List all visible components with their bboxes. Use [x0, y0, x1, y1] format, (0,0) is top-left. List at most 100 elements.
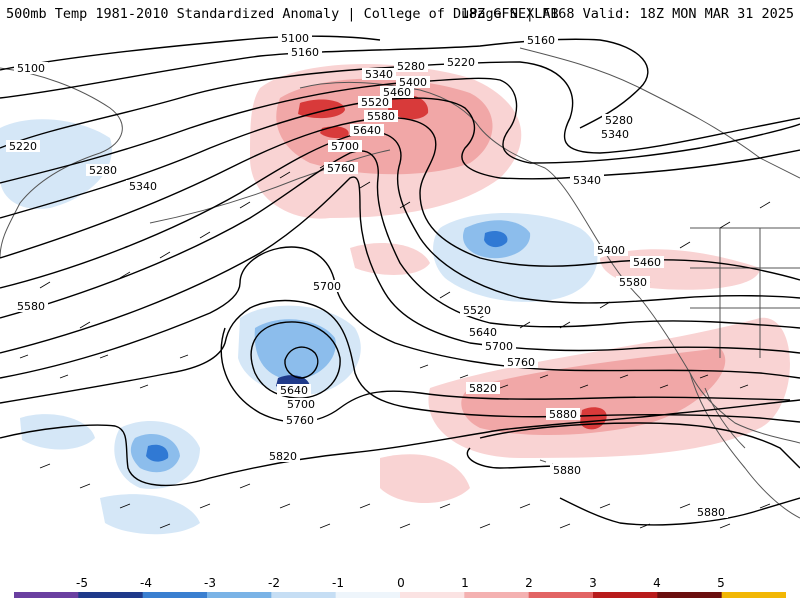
legend-tick-3: 3: [589, 576, 597, 590]
warm-anomaly-core-2: [388, 94, 429, 120]
height-contours: [0, 35, 800, 526]
contour-label-5520-b: 5520: [463, 304, 491, 317]
contour-5460: [0, 131, 800, 304]
colorbar-cell: [528, 592, 594, 598]
weather-map[interactable]: 5100 5100 5160 5160 5220 5220 5280 5280 …: [0, 28, 800, 576]
contour-label-5700-c: 5700: [485, 340, 513, 353]
contour-5640-closed: [284, 346, 319, 379]
legend-tick-minus3: -3: [204, 576, 216, 590]
contour-label-5700-d: 5700: [287, 398, 315, 411]
contour-label-5640-c: 5640: [280, 384, 308, 397]
contour-label-5280-a: 5280: [397, 60, 425, 73]
contour-label-5100-b: 5100: [17, 62, 45, 75]
contour-5580: [0, 176, 800, 354]
contour-5280: [0, 77, 800, 184]
contour-5520: [0, 150, 800, 329]
warm-anomaly-core-1: [298, 99, 345, 119]
legend-tick-0: 0: [397, 576, 405, 590]
warm-anomaly-scatter-1: [350, 243, 430, 275]
contour-label-5820-b: 5820: [269, 450, 297, 463]
contour-label-5340-a: 5340: [365, 68, 393, 81]
contour-label-5760-b: 5760: [507, 356, 535, 369]
contour-label-5580-b: 5580: [17, 300, 45, 313]
map-header: 500mb Temp 1981-2010 Standardized Anomal…: [0, 0, 800, 28]
warm-anomaly-scatter-3: [380, 454, 470, 503]
colorbar-cell: [271, 592, 337, 598]
colorbar-cell: [400, 592, 465, 598]
cold-anomaly-south: [100, 494, 200, 535]
colorbar-cell: [142, 592, 208, 598]
contour-label-5400-b: 5400: [597, 244, 625, 257]
contour-5640: [0, 246, 800, 379]
contour-label-5760-a: 5760: [327, 162, 355, 175]
contour-labels: 5100 5100 5160 5160 5220 5220 5280 5280 …: [6, 32, 728, 519]
contour-label-5340-c: 5340: [573, 174, 601, 187]
contour-label-5460-a: 5460: [383, 86, 411, 99]
coastline-alaska: [299, 81, 641, 299]
contour-label-5280-c: 5280: [605, 114, 633, 127]
coastline-mexico: [689, 372, 800, 519]
colorbar-cell: [464, 592, 530, 598]
contour-label-5160-b: 5160: [527, 34, 555, 47]
anomaly-legend: -5 -4 -3 -2 -1 0 1 2 3 4 5: [0, 576, 800, 600]
contour-5760: [220, 327, 791, 423]
contour-label-5700-b: 5700: [313, 280, 341, 293]
coastline-west-coast: [639, 297, 800, 444]
colorbar-cell: [78, 592, 144, 598]
legend-tick-2: 2: [525, 576, 533, 590]
contour-label-5520-a: 5520: [361, 96, 389, 109]
contour-label-5880-a: 5880: [549, 408, 577, 421]
contour-label-5640-b: 5640: [469, 326, 497, 339]
legend-tick-1: 1: [461, 576, 469, 590]
state-borders: [690, 227, 800, 358]
contour-label-5820-a: 5820: [469, 382, 497, 395]
product-title: 500mb Temp 1981-2010 Standardized Anomal…: [6, 6, 559, 22]
cold-anomaly-central-mid: [254, 319, 336, 380]
colorbar-cell: [721, 592, 786, 598]
legend-tick-minus5: -5: [76, 576, 88, 590]
model-valid-time: 18Z GFS | F168 Valid: 18Z MON MAR 31 202…: [460, 6, 794, 22]
cold-anomaly-gulf-core: [484, 231, 508, 248]
cold-anomaly-west-core: [146, 444, 169, 462]
warm-anomaly-core-3: [320, 126, 349, 139]
legend-tick-minus1: -1: [332, 576, 344, 590]
coastline-aleutians: [149, 149, 391, 224]
legend-tick-minus2: -2: [268, 576, 280, 590]
contour-label-5100-a: 5100: [281, 32, 309, 45]
contour-5160: [0, 38, 649, 129]
coastline-canada: [519, 47, 800, 179]
contour-5880: [466, 422, 800, 469]
contour-label-5880-c: 5880: [697, 506, 725, 519]
contour-label-5700-a: 5700: [331, 140, 359, 153]
contour-label-5760-c: 5760: [286, 414, 314, 427]
contour-5880-south: [559, 497, 800, 526]
cold-anomaly-far-west: [20, 414, 95, 450]
contour-label-5340-b: 5340: [129, 180, 157, 193]
contour-5220: [0, 61, 800, 154]
legend-tick-4: 4: [653, 576, 661, 590]
contour-label-5340-d: 5340: [601, 128, 629, 141]
contour-label-5640-a: 5640: [353, 124, 381, 137]
contour-label-5280-b: 5280: [89, 164, 117, 177]
contour-5400: [0, 116, 800, 281]
colorbar: [14, 592, 786, 598]
colorbar-cell: [593, 592, 658, 598]
map-canvas: 5100 5100 5160 5160 5220 5220 5280 5280 …: [0, 32, 800, 535]
legend-tick-minus4: -4: [140, 576, 152, 590]
contour-label-5220-a: 5220: [447, 56, 475, 69]
colorbar-cell: [657, 592, 723, 598]
contour-5340: [0, 97, 800, 219]
contour-label-5880-b: 5880: [553, 464, 581, 477]
contour-label-5400-a: 5400: [399, 76, 427, 89]
wind-barbs: [19, 161, 771, 529]
contour-label-5580-c: 5580: [619, 276, 647, 289]
colorbar-cell: [14, 592, 79, 598]
contour-label-5160-a: 5160: [291, 46, 319, 59]
coastline-baja: [704, 387, 746, 449]
colorbar-cell: [335, 592, 401, 598]
contour-label-5460-b: 5460: [633, 256, 661, 269]
contour-label-5220-b: 5220: [9, 140, 37, 153]
colorbar-cell: [207, 592, 272, 598]
contour-label-5580-a: 5580: [367, 110, 395, 123]
legend-tick-5: 5: [717, 576, 725, 590]
